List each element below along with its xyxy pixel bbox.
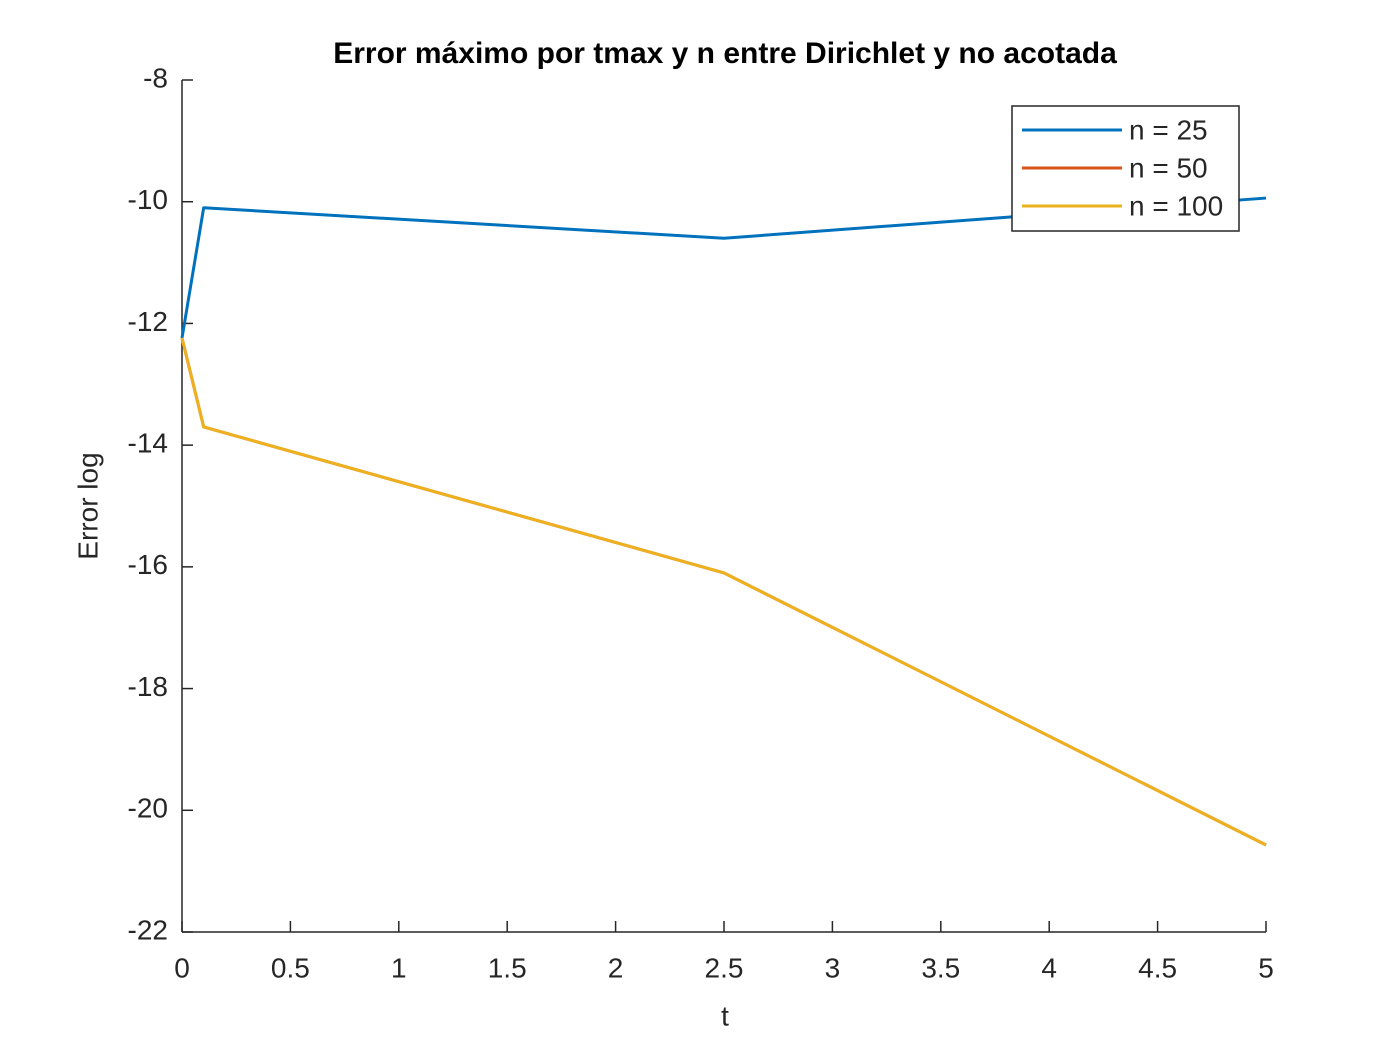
y-tick-label: -18 [128,671,168,702]
y-tick-label: -10 [128,184,168,215]
x-tick-label: 1.5 [488,952,527,983]
legend-label: n = 25 [1129,114,1208,145]
x-tick-label: 3.5 [921,952,960,983]
y-tick-label: -12 [128,306,168,337]
y-tick-label: -22 [128,914,168,945]
series-line [180,337,1267,847]
chart-title: Error máximo por tmax y n entre Dirichle… [333,37,1117,70]
x-tick-label: 4 [1041,952,1057,983]
x-tick-label: 4.5 [1138,952,1177,983]
y-tick-label: -20 [128,793,168,824]
x-axis-label: t [721,1000,729,1031]
legend-label: n = 50 [1129,152,1208,183]
x-tick-label: 0 [174,952,190,983]
x-tick-label: 1 [391,952,407,983]
y-tick-label: -8 [143,62,168,93]
x-tick-label: 2.5 [705,952,744,983]
y-tick-label: -16 [128,549,168,580]
series-line [180,337,1267,847]
x-tick-label: 2 [608,952,624,983]
x-tick-label: 3 [825,952,841,983]
x-tick-label: 5 [1258,952,1274,983]
legend-label: n = 100 [1129,190,1223,221]
series-line [180,196,1267,339]
y-axis-label: Error log [72,452,103,559]
y-tick-label: -14 [128,428,168,459]
x-tick-label: 0.5 [271,952,310,983]
